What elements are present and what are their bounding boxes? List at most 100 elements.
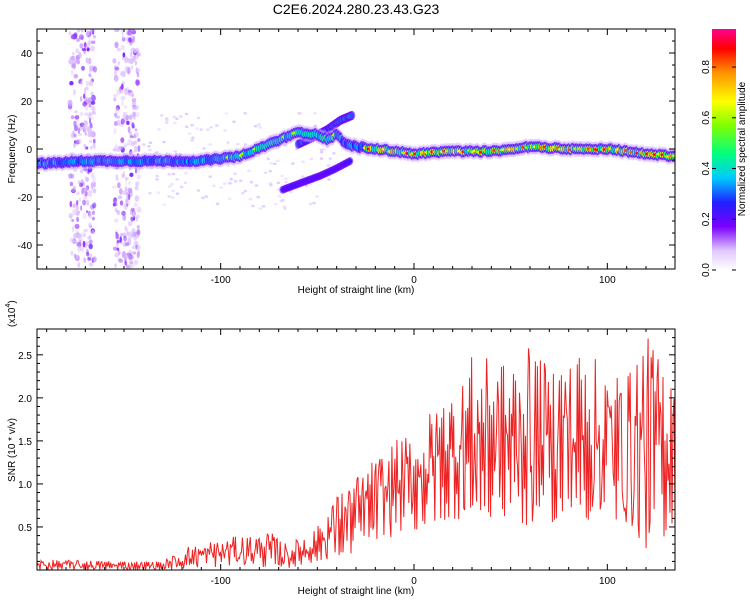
interference-speckle (128, 131, 133, 137)
noise-speckle (232, 120, 236, 124)
interference-speckle (82, 187, 86, 192)
interference-speckle (75, 48, 80, 54)
noise-speckle (233, 172, 237, 176)
interference-speckle (74, 139, 80, 144)
noise-speckle (266, 157, 271, 161)
noise-speckle (196, 116, 201, 120)
interference-speckle (83, 233, 86, 238)
interference-speckle (88, 57, 92, 65)
noise-speckle (206, 128, 210, 131)
interference-speckle (84, 190, 88, 197)
noise-speckle (313, 124, 318, 128)
noise-speckle (256, 195, 261, 199)
spectrogram-x-tick-label: 0 (411, 275, 417, 286)
snr-y-tick-label: 1.0 (18, 480, 32, 491)
interference-speckle (87, 168, 90, 175)
interference-speckle (91, 216, 95, 221)
interference-speckle (71, 187, 76, 192)
noise-speckle (239, 179, 243, 183)
interference-speckle (83, 257, 87, 263)
snr-scale-note: (x104) (5, 300, 18, 327)
interference-speckle (77, 138, 82, 145)
interference-speckle (135, 217, 139, 222)
interference-speckle (119, 70, 124, 77)
interference-speckle (76, 59, 81, 65)
interference-speckle (79, 96, 83, 102)
interference-speckle (72, 208, 76, 216)
noise-speckle (291, 162, 295, 165)
interference-speckle (114, 67, 120, 71)
interference-speckle (124, 242, 130, 247)
interference-speckle (121, 210, 126, 216)
interference-speckle (89, 102, 91, 108)
interference-speckle (128, 189, 132, 194)
interference-speckle (121, 174, 126, 178)
interference-speckle (134, 128, 138, 132)
interference-speckle (135, 105, 139, 110)
interference-speckle (89, 29, 95, 33)
interference-speckle (126, 231, 130, 237)
noise-speckle (167, 172, 171, 176)
interference-speckle (71, 218, 75, 223)
interference-speckle (125, 198, 128, 204)
noise-speckle (172, 115, 176, 119)
interference-speckle (136, 166, 141, 174)
interference-speckle (87, 236, 91, 240)
interference-speckle (73, 253, 77, 259)
interference-speckle (136, 251, 140, 258)
noise-speckle (243, 112, 247, 115)
interference-speckle (76, 37, 80, 43)
interference-speckle (76, 216, 80, 223)
interference-speckle (82, 199, 87, 206)
interference-speckle (117, 195, 123, 200)
snr-xlabel: Height of straight line (km) (298, 586, 415, 597)
interference-speckle (88, 212, 93, 219)
noise-speckle (247, 169, 251, 173)
interference-speckle (85, 57, 89, 64)
interference-speckle (85, 186, 89, 192)
interference-speckle (93, 138, 96, 144)
interference-speckle (122, 52, 126, 58)
noise-speckle (162, 203, 167, 206)
interference-speckle (127, 126, 131, 133)
colorbar-tick-label: 0.0 (701, 263, 712, 277)
spectrogram-y-tick-label: 20 (21, 97, 33, 108)
interference-speckle (112, 246, 118, 251)
interference-speckle (91, 210, 95, 215)
interference-speckle (128, 181, 131, 186)
interference-speckle (92, 34, 96, 39)
interference-speckle (113, 197, 118, 204)
interference-speckle (72, 61, 77, 69)
interference-speckle (137, 53, 142, 57)
interference-speckle (135, 166, 137, 174)
spectrogram-panel: -100 0 100 -40 -20 0 20 40 Height of straight l… (7, 28, 676, 296)
interference-speckle (119, 188, 123, 195)
interference-speckle (132, 216, 136, 221)
spectrogram-x-tick-label: 100 (599, 275, 616, 286)
interference-speckle (127, 236, 132, 243)
interference-speckle (70, 250, 74, 256)
interference-speckle (127, 66, 131, 74)
interference-speckle (89, 117, 91, 124)
interference-speckle (129, 151, 134, 157)
spectrogram-y-tick-label: 40 (21, 49, 33, 60)
interference-speckle (79, 43, 84, 49)
interference-speckle (134, 185, 139, 191)
noise-speckle (201, 196, 205, 200)
interference-speckle (69, 215, 73, 219)
interference-speckle (78, 133, 83, 136)
noise-speckle (279, 199, 284, 203)
snr-y-tick-label: 1.5 (18, 437, 32, 448)
interference-speckle (115, 232, 120, 240)
interference-speckle (90, 45, 95, 52)
svg-text:(x104): (x104) (5, 300, 18, 327)
spectrogram-xlabel: Height of straight line (km) (298, 285, 415, 296)
noise-speckle (178, 167, 183, 170)
noise-speckle (187, 132, 192, 135)
interference-speckle (128, 166, 132, 171)
interference-speckle (69, 200, 73, 208)
interference-speckle (91, 176, 97, 183)
interference-speckle (87, 190, 93, 197)
interference-speckle (123, 235, 127, 242)
